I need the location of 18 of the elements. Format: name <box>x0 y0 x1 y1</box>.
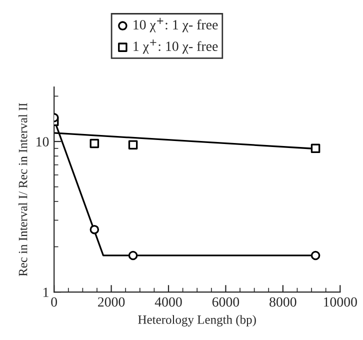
point <box>90 224 100 234</box>
legend-label: 10 χ$^{+}$: 1 χ- free <box>134 18 218 32</box>
x-axis-title: Heterology Length (bp) <box>138 315 256 326</box>
x-tick-label: 6000 <box>212 297 240 307</box>
point <box>310 250 320 260</box>
y-tick-label: 10 <box>36 137 49 146</box>
point <box>128 140 138 150</box>
x-tick-label: 8000 <box>270 297 296 307</box>
legend-label: 1 χ$^{+}$: 10 χ- free <box>134 39 218 54</box>
x-tick-label: 0 <box>51 297 58 307</box>
point <box>310 144 320 154</box>
y-axis-title: Rec in Interval I/ Rec in Interval II <box>18 103 28 276</box>
x-tick-label: 2000 <box>98 297 125 307</box>
y-tick-label: 1 <box>44 288 48 297</box>
point <box>90 138 100 148</box>
x-tick-label: 4000 <box>154 297 182 307</box>
x-tick-label: 10000 <box>324 297 357 307</box>
point <box>128 250 138 260</box>
